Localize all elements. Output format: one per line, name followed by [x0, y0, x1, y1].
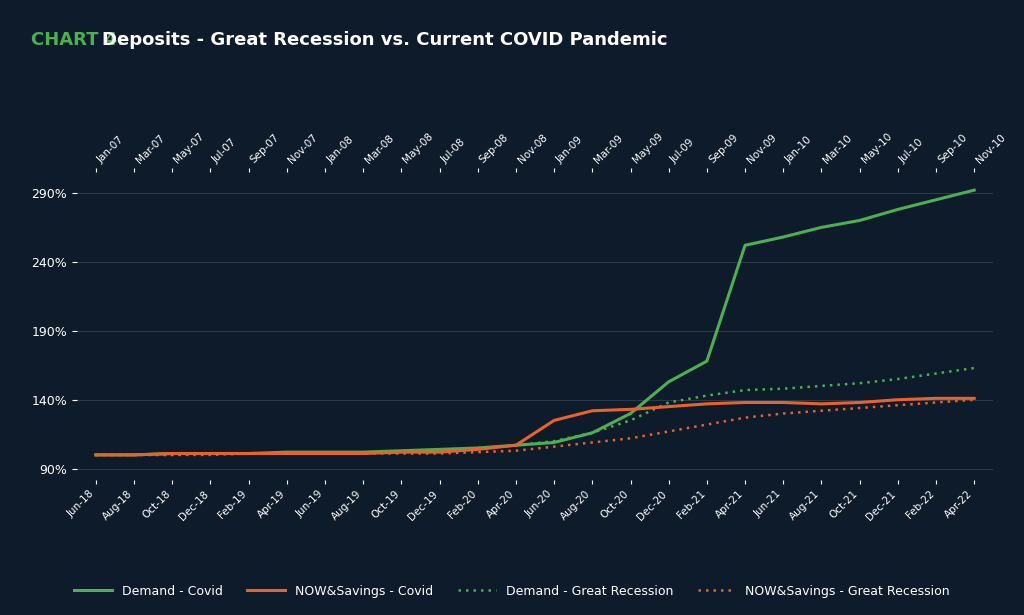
- Legend: Demand - Covid, NOW&Savings - Covid, Demand - Great Recession, NOW&Savings - Gre: Demand - Covid, NOW&Savings - Covid, Dem…: [69, 579, 955, 603]
- Text: CHART 4:: CHART 4:: [31, 31, 124, 49]
- Text: Deposits - Great Recession vs. Current COVID Pandemic: Deposits - Great Recession vs. Current C…: [102, 31, 668, 49]
